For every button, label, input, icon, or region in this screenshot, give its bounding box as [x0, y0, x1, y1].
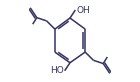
Text: OH: OH — [77, 6, 90, 15]
Text: HO: HO — [50, 66, 63, 75]
